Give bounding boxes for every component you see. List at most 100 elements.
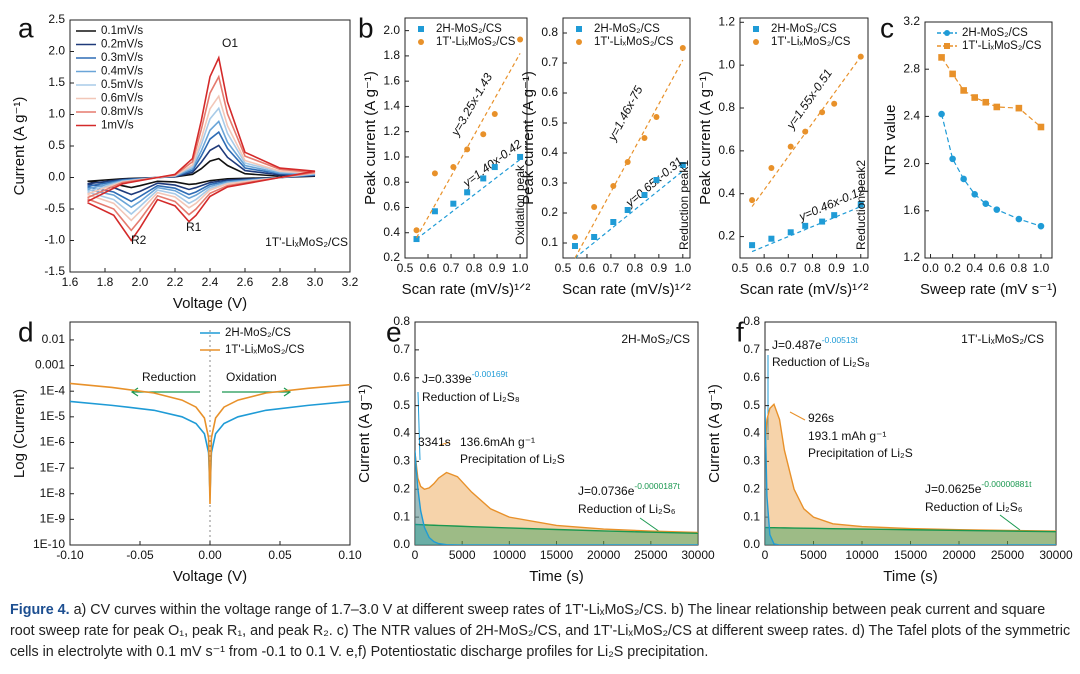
- panel-label: c: [880, 12, 894, 43]
- annotation: Reduction of Li₂S₈: [772, 355, 870, 369]
- marker: [464, 189, 471, 196]
- y-tick-label: 0.8: [541, 25, 558, 39]
- x-tick-label: 0.10: [338, 548, 362, 562]
- y-tick-label: 0.7: [743, 342, 760, 356]
- y-tick-label: 1.4: [383, 99, 400, 113]
- fit-label: y=1.55x-0.51: [783, 66, 835, 132]
- x-tick-label: 30000: [1039, 548, 1073, 562]
- y-tick-label: 0.3: [393, 454, 410, 468]
- area-line: [765, 409, 1056, 545]
- x-tick-label: 0.2: [944, 261, 961, 275]
- y-tick-label: 1E-4: [40, 383, 66, 397]
- marker: [982, 98, 990, 106]
- legend-label: 0.5mV/s: [101, 79, 143, 91]
- x-tick-label: 5000: [800, 548, 827, 562]
- marker: [571, 234, 578, 240]
- x-tick-label: 0.5: [732, 261, 749, 275]
- marker: [413, 236, 420, 243]
- legend-label: 0.1mV/s: [101, 25, 143, 37]
- panel-label: a: [18, 12, 34, 43]
- y-tick-label: 0.0: [393, 537, 410, 551]
- annotation: R1: [186, 220, 202, 234]
- y-tick-label: 0.4: [393, 426, 410, 440]
- x-tick-label: 5000: [449, 548, 476, 562]
- marker: [1037, 123, 1045, 131]
- marker: [993, 103, 1001, 111]
- y-tick-label: 0.2: [541, 205, 558, 219]
- marker: [949, 155, 956, 163]
- marker: [857, 201, 864, 208]
- y-tick-label: 1.0: [718, 57, 735, 71]
- area-fill: [765, 527, 1056, 545]
- y-tick-label: 2.0: [383, 23, 400, 37]
- x-tick-label: 1.0: [1033, 261, 1050, 275]
- marker: [624, 207, 631, 213]
- marker: [610, 183, 617, 189]
- y-tick-label: -0.5: [44, 201, 65, 215]
- x-tick-label: -0.10: [56, 548, 84, 562]
- annotation: 193.1 mAh g⁻¹: [808, 429, 886, 443]
- annotation: J=0.0625e-0.00000881t: [925, 479, 1032, 496]
- data-line: [940, 113, 1042, 227]
- legend-swatch: [576, 26, 582, 32]
- y-tick-label: 1E-5: [40, 409, 66, 423]
- y-tick-label: 0.5: [743, 398, 760, 412]
- caption-text: a) CV curves within the voltage range of…: [10, 602, 1071, 660]
- y-tick-label: 0.8: [743, 314, 760, 328]
- legend-swatch: [753, 39, 759, 45]
- data-line: [87, 55, 316, 242]
- legend-label: 2H-MoS₂/CS: [225, 327, 291, 339]
- plot-frame: [404, 17, 528, 259]
- legend-label: 2H-MoS₂/CS: [594, 23, 660, 35]
- y-axis-label: Current (A g⁻¹): [356, 384, 373, 483]
- x-tick-label: 0.9: [828, 261, 845, 275]
- y-tick-label: -1.5: [44, 264, 65, 278]
- y-tick-label: 1.6: [903, 203, 920, 217]
- plot-frame: [562, 17, 691, 259]
- x-tick-label: 0.5: [555, 261, 572, 275]
- y-tick-label: 0.2: [743, 481, 760, 495]
- marker: [491, 111, 498, 117]
- fit-label: y=3.25x-1.43: [448, 70, 496, 139]
- caption-label: Figure 4.: [10, 602, 70, 618]
- legend-label: 2H-MoS₂/CS: [771, 23, 837, 35]
- y-tick-label: 2.8: [903, 61, 920, 75]
- y-tick-label: 1E-6: [40, 435, 66, 449]
- y-tick-label: 1.0: [48, 107, 65, 121]
- y-tick-label: 1.6: [383, 73, 400, 87]
- y-axis-label: Current (A g⁻¹): [706, 384, 723, 483]
- marker: [491, 164, 498, 171]
- area-line: [415, 450, 698, 545]
- x-tick-label: 15000: [540, 548, 574, 562]
- marker: [971, 94, 978, 101]
- y-tick-label: 0.8: [393, 314, 410, 328]
- marker: [787, 229, 794, 236]
- y-axis-label: NTR value: [882, 105, 899, 176]
- annotation: Reduction: [142, 370, 196, 384]
- marker: [679, 162, 686, 168]
- marker: [591, 204, 598, 210]
- x-tick-label: 0.6: [420, 261, 437, 275]
- marker: [1015, 104, 1023, 112]
- legend-label: 1T'-LiₓMoS₂/CS: [594, 36, 674, 48]
- x-tick-label: 0.8: [466, 261, 483, 275]
- y-tick-label: 1E-8: [40, 486, 66, 500]
- y-axis-label: Peak current (A g⁻¹): [362, 71, 379, 205]
- y-tick-label: 0.6: [718, 143, 735, 157]
- marker: [431, 170, 438, 177]
- y-tick-label: 3.2: [903, 14, 920, 28]
- legend-label: 1T'-LiₓMoS₂/CS: [225, 344, 305, 356]
- y-tick-label: 0.4: [718, 186, 735, 200]
- marker: [641, 192, 648, 198]
- annotation: 136.6mAh g⁻¹: [460, 435, 535, 449]
- y-tick-label: 2.0: [903, 156, 920, 170]
- marker: [653, 114, 660, 120]
- marker: [802, 128, 809, 135]
- annotation: 926s: [808, 411, 834, 425]
- annotation: Precipitation of Li₂S: [808, 446, 913, 460]
- marker: [749, 197, 756, 204]
- x-tick-label: 0.7: [603, 261, 620, 275]
- x-tick-label: 3.0: [307, 275, 324, 289]
- marker: [949, 70, 956, 78]
